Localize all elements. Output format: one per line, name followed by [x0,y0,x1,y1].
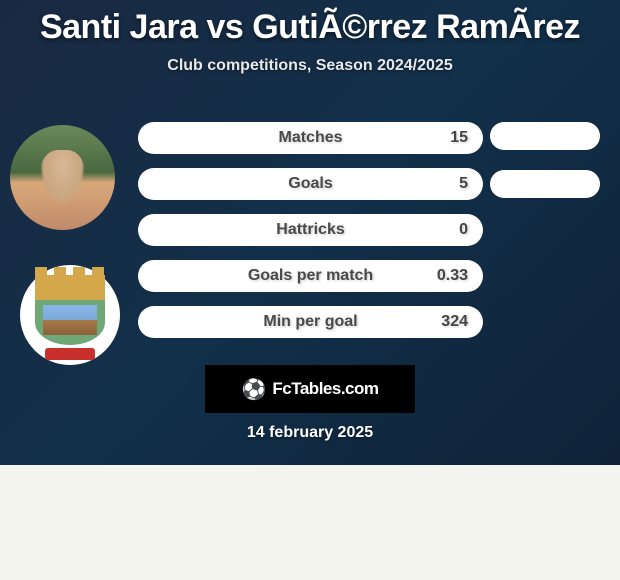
comparison-card: Santi Jara vs GutiÃ©rrez RamÃ­rez Club c… [0,0,620,465]
footer-date: 14 february 2025 [247,424,373,442]
crest-field-icon [35,300,105,345]
stat-value: 5 [459,175,468,193]
stat-label: Goals per match [248,267,373,285]
stat-value: 0.33 [437,267,468,285]
stat-row-goals-per-match: Goals per match 0.33 [138,260,483,292]
right-pills [490,122,600,218]
stats-bars: Matches 15 Goals 5 Hattricks 0 Goals per… [138,122,483,352]
stat-label: Goals [288,175,332,193]
pill-blank [490,170,600,198]
season-subtitle: Club competitions, Season 2024/2025 [0,57,620,75]
stat-row-goals: Goals 5 [138,168,483,200]
crest-ribbon-icon [45,348,95,360]
club-crest-icon [35,275,105,355]
stat-row-min-per-goal: Min per goal 324 [138,306,483,338]
stat-label: Matches [278,129,342,147]
stat-value: 324 [441,313,468,331]
club-crest-avatar [20,265,120,365]
stat-label: Hattricks [276,221,344,239]
stat-value: 15 [450,129,468,147]
pill-blank [490,122,600,150]
stat-label: Min per goal [263,313,357,331]
football-icon: ⚽ [241,377,266,402]
footer-site-text: FcTables.com [272,379,378,399]
stat-row-matches: Matches 15 [138,122,483,154]
stat-row-hattricks: Hattricks 0 [138,214,483,246]
footer-site-badge: ⚽ FcTables.com [205,365,415,413]
page-title: Santi Jara vs GutiÃ©rrez RamÃ­rez [0,0,620,47]
crest-castle-icon [35,275,105,300]
stat-value: 0 [459,221,468,239]
avatars-column [10,125,120,365]
player-avatar [10,125,115,230]
